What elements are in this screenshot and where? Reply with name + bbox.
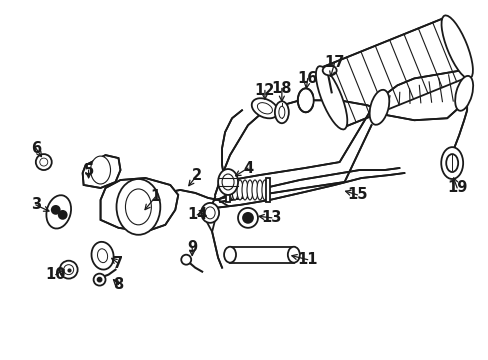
Ellipse shape <box>287 247 299 263</box>
Ellipse shape <box>181 255 191 265</box>
Polygon shape <box>319 18 468 127</box>
Ellipse shape <box>222 174 234 190</box>
Ellipse shape <box>257 103 272 114</box>
Text: 15: 15 <box>346 188 367 202</box>
Ellipse shape <box>46 195 71 229</box>
Ellipse shape <box>315 66 346 129</box>
Text: 18: 18 <box>271 81 291 96</box>
Ellipse shape <box>201 203 219 223</box>
Ellipse shape <box>441 15 472 79</box>
Text: 9: 9 <box>187 240 197 255</box>
Ellipse shape <box>125 189 151 225</box>
Ellipse shape <box>59 211 66 219</box>
Text: 2: 2 <box>192 167 202 183</box>
Text: 1: 1 <box>150 189 160 204</box>
Text: 8: 8 <box>113 277 123 292</box>
Text: 10: 10 <box>45 267 66 282</box>
Ellipse shape <box>369 90 388 125</box>
Text: 11: 11 <box>297 252 317 267</box>
Ellipse shape <box>60 261 78 279</box>
Text: 17: 17 <box>324 55 344 70</box>
Ellipse shape <box>251 180 258 200</box>
Polygon shape <box>229 247 293 263</box>
Text: 3: 3 <box>31 197 41 212</box>
Ellipse shape <box>90 156 110 184</box>
Text: 19: 19 <box>446 180 467 195</box>
Polygon shape <box>265 178 269 202</box>
Ellipse shape <box>237 180 243 200</box>
Ellipse shape <box>36 154 52 170</box>
Ellipse shape <box>91 242 113 270</box>
Ellipse shape <box>322 66 336 75</box>
Text: 14: 14 <box>186 207 207 222</box>
Ellipse shape <box>52 206 60 214</box>
Ellipse shape <box>97 249 107 263</box>
Ellipse shape <box>262 180 267 200</box>
Ellipse shape <box>224 247 236 263</box>
Text: 13: 13 <box>261 210 282 225</box>
Ellipse shape <box>218 169 238 195</box>
Ellipse shape <box>454 76 472 111</box>
Text: 7: 7 <box>113 256 123 271</box>
Ellipse shape <box>446 154 457 172</box>
Polygon shape <box>374 71 468 120</box>
Text: 16: 16 <box>297 71 317 86</box>
Ellipse shape <box>205 207 215 219</box>
Ellipse shape <box>116 179 160 235</box>
Ellipse shape <box>278 106 285 118</box>
Ellipse shape <box>274 101 288 123</box>
Ellipse shape <box>232 180 238 200</box>
Ellipse shape <box>251 98 278 118</box>
Ellipse shape <box>242 180 247 200</box>
Polygon shape <box>225 178 229 202</box>
Polygon shape <box>82 155 120 188</box>
Text: 6: 6 <box>31 141 41 156</box>
Text: 12: 12 <box>254 83 275 98</box>
Polygon shape <box>101 178 178 232</box>
Ellipse shape <box>243 213 252 223</box>
Ellipse shape <box>246 180 252 200</box>
Ellipse shape <box>238 208 258 228</box>
Ellipse shape <box>297 88 313 112</box>
Ellipse shape <box>40 158 48 166</box>
Text: 5: 5 <box>83 162 94 177</box>
Ellipse shape <box>93 274 105 285</box>
Ellipse shape <box>63 265 74 275</box>
Text: 4: 4 <box>243 161 252 176</box>
Ellipse shape <box>256 180 263 200</box>
Ellipse shape <box>98 278 102 282</box>
Ellipse shape <box>440 147 462 179</box>
Ellipse shape <box>226 180 233 200</box>
